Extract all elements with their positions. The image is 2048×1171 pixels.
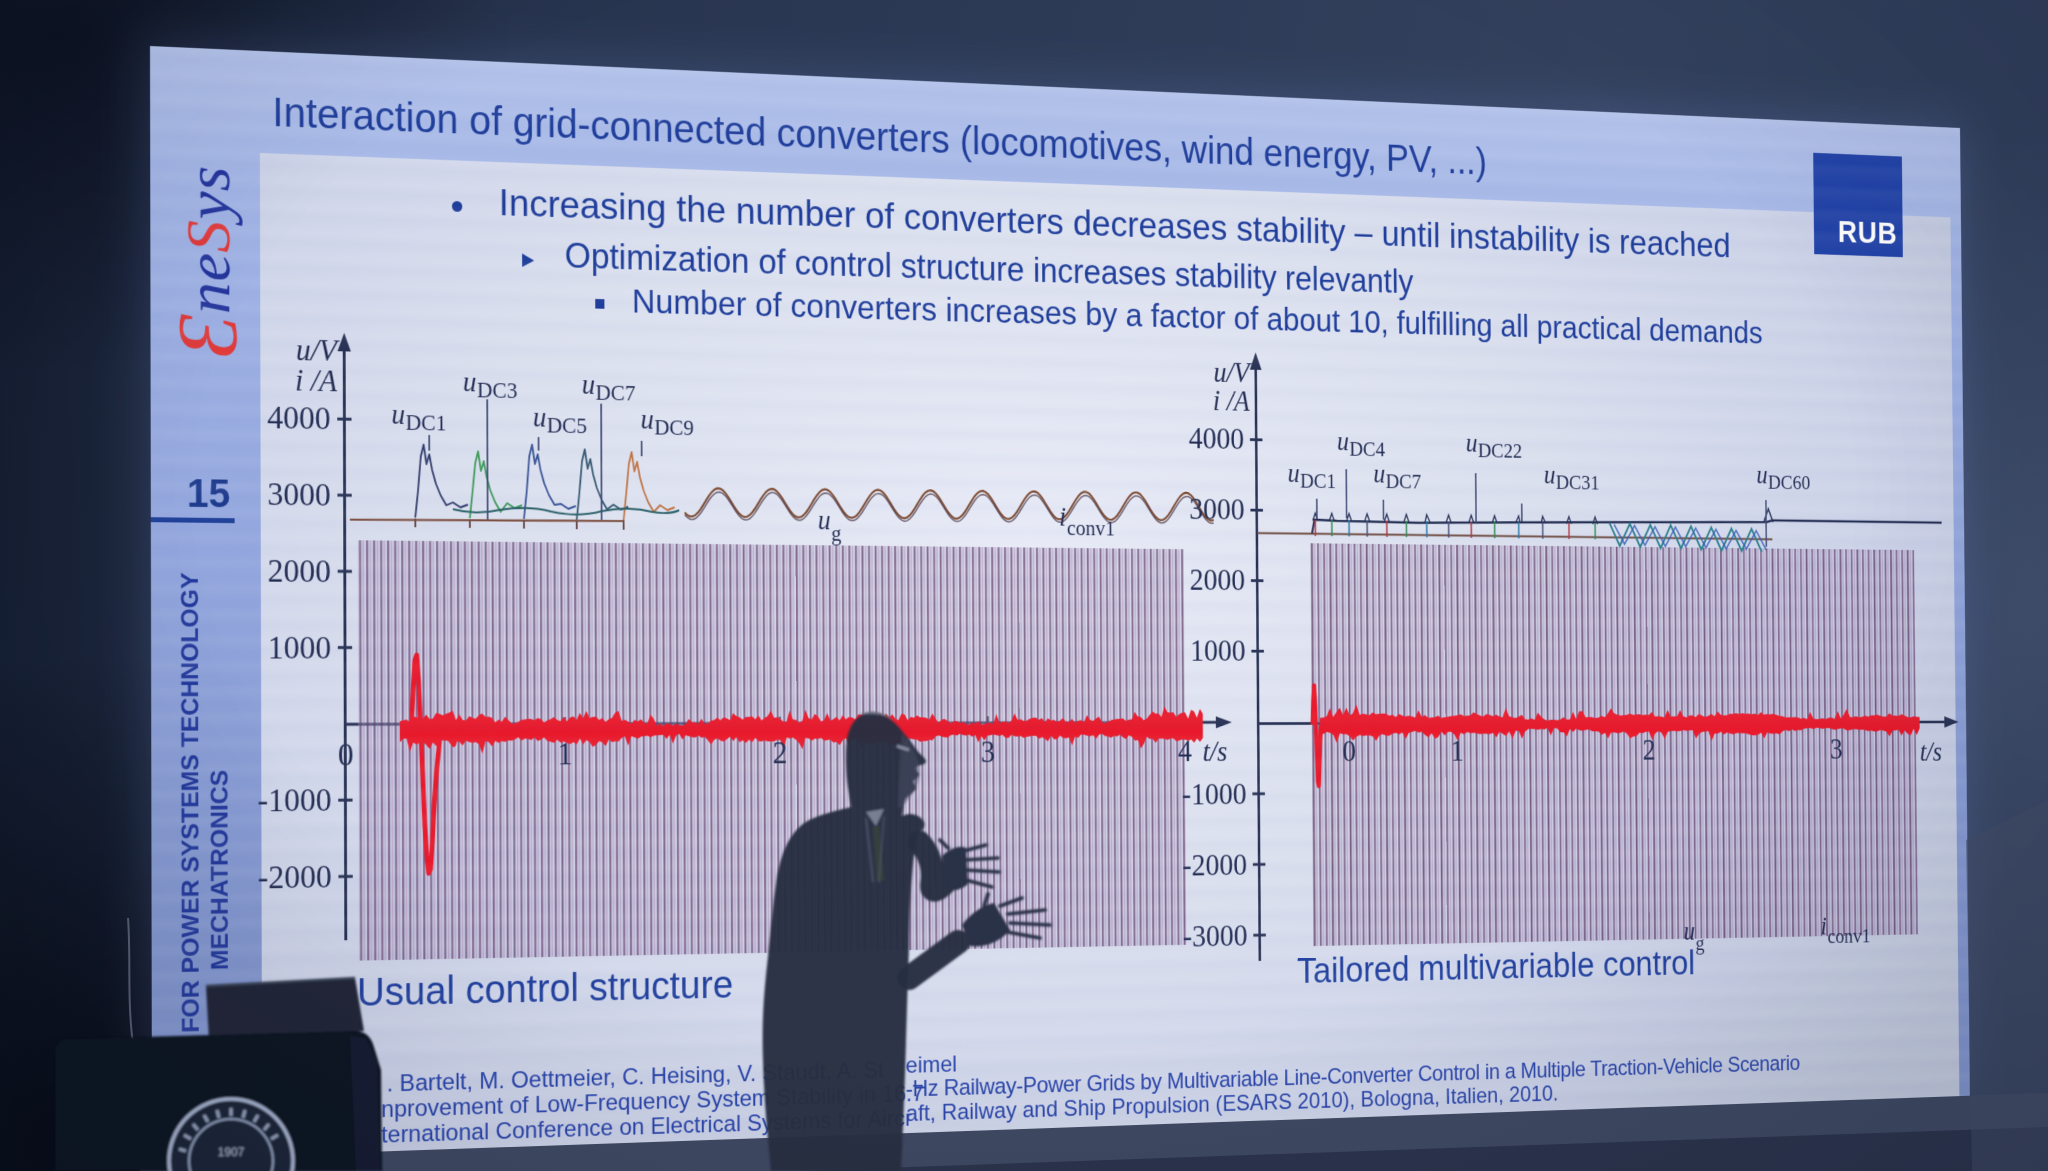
svg-text:1: 1	[1450, 735, 1464, 768]
svg-text:u: u	[1756, 461, 1767, 490]
svg-text:1000: 1000	[268, 630, 331, 666]
svg-text:conv1: conv1	[1067, 516, 1115, 540]
svg-text:3000: 3000	[267, 477, 330, 514]
svg-text:0: 0	[1342, 735, 1356, 768]
svg-text:3000: 3000	[1189, 493, 1245, 527]
svg-text:DC7: DC7	[1386, 470, 1422, 493]
svg-text:-3000: -3000	[1183, 919, 1248, 954]
svg-text:u: u	[391, 399, 405, 431]
svg-text:u: u	[1466, 429, 1478, 458]
svg-text:u/V: u/V	[296, 333, 340, 368]
svg-text:DC3: DC3	[477, 378, 518, 403]
svg-text:1000: 1000	[1190, 635, 1246, 669]
svg-text:0: 0	[338, 738, 354, 774]
svg-text:2000: 2000	[268, 554, 331, 590]
svg-text:i: i	[1820, 912, 1826, 941]
svg-text:g: g	[1695, 932, 1704, 955]
svg-text:DC60: DC60	[1768, 471, 1810, 494]
svg-text:1: 1	[557, 737, 572, 772]
svg-text:g: g	[831, 522, 841, 546]
svg-text:u: u	[1684, 917, 1696, 946]
svg-text:u: u	[1337, 427, 1349, 457]
svg-text:-1000: -1000	[1182, 778, 1247, 812]
svg-text:u/V: u/V	[1213, 357, 1252, 389]
svg-text:DC7: DC7	[596, 380, 636, 405]
svg-text:conv1: conv1	[1827, 925, 1870, 948]
svg-text:DC5: DC5	[547, 413, 587, 438]
svg-text:DC22: DC22	[1478, 439, 1522, 463]
svg-text:DC31: DC31	[1556, 471, 1600, 494]
svg-text:i /A: i /A	[295, 364, 337, 399]
svg-text:DC9: DC9	[654, 415, 694, 440]
svg-text:1907: 1907	[218, 1145, 245, 1159]
svg-text:2000: 2000	[1190, 564, 1246, 598]
svg-text:u: u	[641, 404, 654, 435]
svg-text:DC4: DC4	[1349, 437, 1385, 461]
svg-text:u: u	[1373, 459, 1385, 489]
svg-text:u: u	[463, 367, 477, 399]
svg-text:u: u	[1288, 459, 1300, 489]
svg-text:u: u	[1544, 461, 1556, 490]
svg-text:t/s: t/s	[1920, 737, 1942, 767]
svg-text:4: 4	[1178, 735, 1192, 769]
svg-text:3: 3	[981, 736, 996, 770]
svg-text:4000: 4000	[267, 401, 330, 438]
svg-text:t/s: t/s	[1203, 736, 1228, 768]
svg-text:-1000: -1000	[257, 783, 331, 819]
svg-text:DC1: DC1	[406, 410, 447, 435]
svg-text:i: i	[1059, 502, 1066, 532]
svg-text:4000: 4000	[1189, 423, 1245, 457]
svg-text:DC1: DC1	[1300, 469, 1336, 493]
svg-text:2: 2	[773, 736, 788, 771]
svg-text:u: u	[582, 369, 595, 400]
svg-text:-2000: -2000	[258, 860, 332, 897]
svg-text:2: 2	[1642, 734, 1655, 766]
svg-text:u: u	[818, 505, 831, 536]
svg-text:i /A: i /A	[1213, 385, 1250, 417]
svg-text:3: 3	[1830, 734, 1843, 766]
svg-text:-2000: -2000	[1182, 849, 1247, 883]
svg-text:u: u	[533, 402, 547, 433]
